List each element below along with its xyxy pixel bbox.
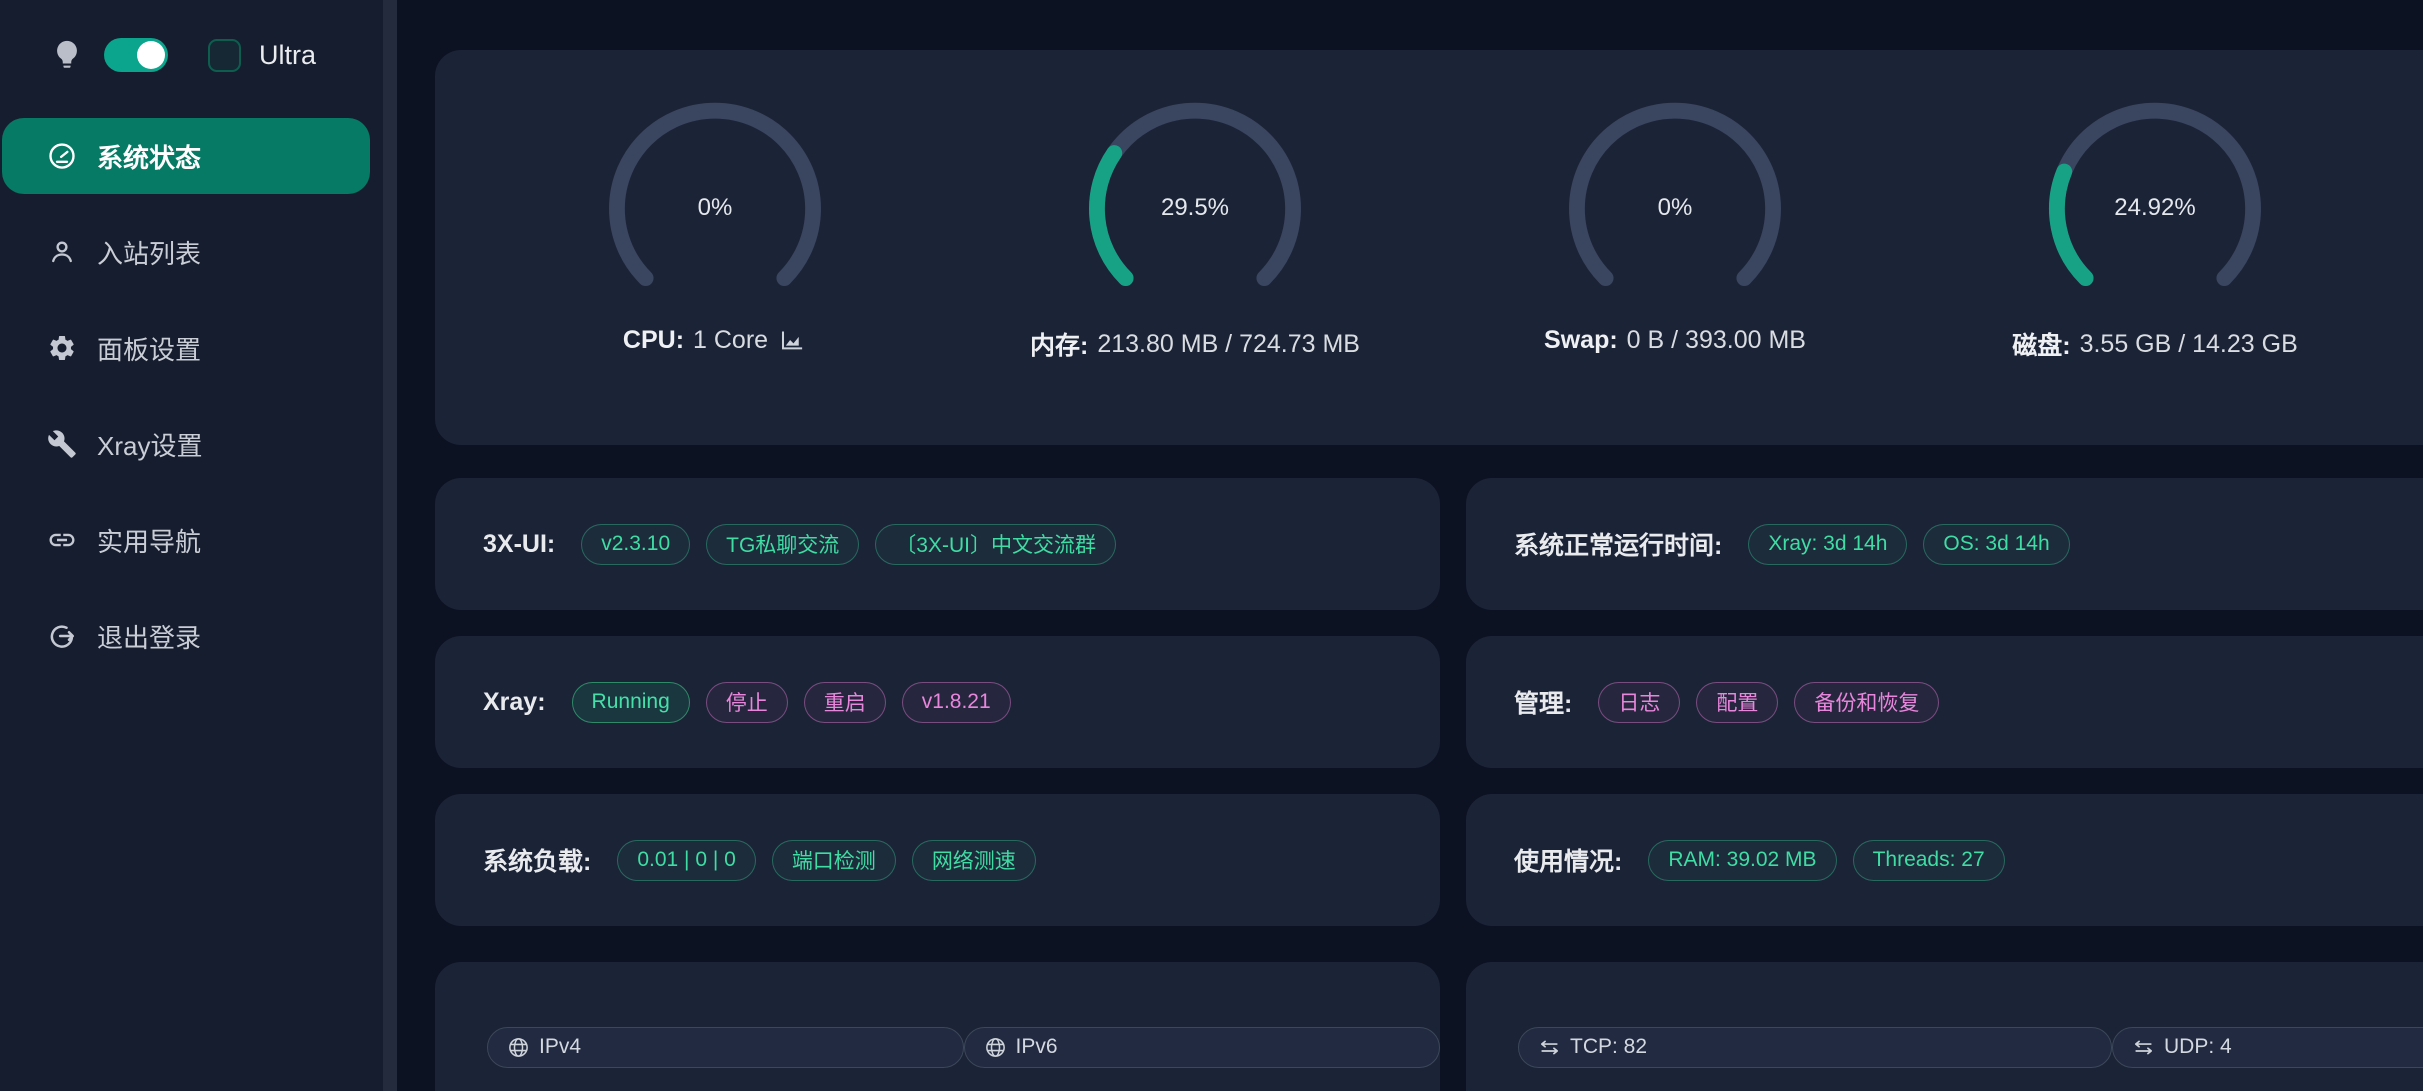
speedtest-button[interactable]: 网络测速: [911, 839, 1036, 881]
usage-label: 使用情况:: [1514, 848, 1623, 876]
sidebar-item-label: 面板设置: [97, 334, 202, 365]
sidebar: Ultra 系统状态 入站列表 面板设置: [0, 0, 383, 1091]
link-icon: [49, 533, 75, 547]
sidebar-item-system-status[interactable]: 系统状态: [2, 118, 370, 194]
system-load-card: 系统负载: 0.01 | 0 | 0 端口检测 网络测速: [435, 794, 1440, 926]
sidebar-item-xray-settings[interactable]: Xray设置: [2, 406, 370, 482]
sidebar-item-label: Xray设置: [97, 430, 203, 461]
xray-card: Xray: Running 停止 重启 v1.8.21: [435, 636, 1440, 768]
sidebar-item-label: 入站列表: [97, 238, 202, 269]
os-uptime-badge: OS: 3d 14h: [1923, 523, 2070, 565]
logout-icon: [50, 625, 74, 648]
disk-label: 磁盘: 3.55 GB / 14.23 GB: [2012, 329, 2298, 361]
gauge-cpu: 0% CPU: 1 Core: [475, 98, 955, 445]
backup-restore-button[interactable]: 备份和恢复: [1794, 681, 1940, 723]
xray-uptime-badge: Xray: 3d 14h: [1748, 523, 1908, 565]
xray-status-badge: Running: [571, 681, 690, 723]
memory-label: 内存: 213.80 MB / 724.73 MB: [1030, 329, 1360, 361]
gauge-disk: 24.92% 磁盘: 3.55 GB / 14.23 GB: [1915, 98, 2395, 445]
globe-icon: [985, 1037, 1005, 1057]
xray-version-badge[interactable]: v1.8.21: [901, 681, 1011, 723]
disk-gauge: 24.92%: [2039, 98, 2271, 310]
toggle-knob: [137, 41, 165, 69]
sidebar-item-label: 退出登录: [97, 622, 202, 653]
xui-version-badge[interactable]: v2.3.10: [581, 523, 691, 565]
xui-info-card: 3X-UI: v2.3.10 TG私聊交流 〔3X-UI〕中文交流群: [435, 478, 1440, 610]
tcp-count-badge: TCP: 82: [1518, 1026, 2112, 1068]
cpu-gauge: 0%: [599, 98, 831, 310]
udp-count-badge: UDP: 4: [2112, 1026, 2423, 1068]
sidebar-edge-strip: [383, 0, 397, 1091]
ultra-label: Ultra: [259, 39, 317, 70]
cpu-history-chart-icon[interactable]: [777, 327, 807, 354]
sidebar-item-logout[interactable]: 退出登录: [2, 598, 370, 674]
sidebar-menu: 系统状态 入站列表 面板设置 Xray设置 实用导航: [0, 118, 383, 674]
wrench-icon: [48, 430, 76, 458]
theme-toggle[interactable]: [104, 38, 168, 72]
sidebar-item-label: 实用导航: [97, 526, 202, 557]
theme-row: Ultra: [50, 38, 383, 72]
gauge-memory: 29.5% 内存: 213.80 MB / 724.73 MB: [955, 98, 1435, 445]
tg-chat-badge[interactable]: TG私聊交流: [706, 523, 860, 565]
lightbulb-icon: [57, 40, 77, 68]
xui-label: 3X-UI:: [483, 529, 556, 558]
sidebar-item-label: 系统状态: [97, 142, 202, 173]
swap-percent: 0%: [1657, 194, 1693, 221]
cpu-percent: 0%: [697, 194, 733, 221]
xray-restart-button[interactable]: 重启: [803, 681, 886, 723]
cpu-label: CPU: 1 Core: [623, 326, 807, 355]
usage-card: 使用情况: RAM: 39.02 MB Threads: 27: [1466, 794, 2423, 926]
tg-group-badge[interactable]: 〔3X-UI〕中文交流群: [875, 523, 1116, 565]
load-label: 系统负载:: [483, 848, 592, 876]
load-values-badge: 0.01 | 0 | 0: [617, 839, 756, 881]
disk-percent: 24.92%: [2114, 194, 2196, 221]
user-icon: [52, 241, 72, 263]
swap-arrows-icon: [1540, 1040, 1559, 1054]
main-content: 0% CPU: 1 Core 29.5% 内存: 213.80 MB / 724…: [397, 0, 2423, 1091]
ip-card: IPv4 IPv6: [435, 962, 1440, 1091]
ultra-checkbox[interactable]: [208, 38, 241, 72]
uptime-card: 系统正常运行时间: Xray: 3d 14h OS: 3d 14h: [1466, 478, 2423, 610]
memory-percent: 29.5%: [1160, 194, 1230, 221]
xray-stop-button[interactable]: 停止: [705, 681, 788, 723]
dashboard-icon: [49, 143, 75, 169]
admin-card: 管理: 日志 配置 备份和恢复: [1466, 636, 2423, 768]
system-gauges-card: 0% CPU: 1 Core 29.5% 内存: 213.80 MB / 724…: [435, 50, 2423, 445]
globe-icon: [509, 1037, 528, 1057]
sidebar-item-inbounds[interactable]: 入站列表: [2, 214, 370, 290]
threads-badge: Threads: 27: [1852, 839, 2005, 881]
ram-usage-badge: RAM: 39.02 MB: [1648, 839, 1837, 881]
swap-arrows-icon: [2134, 1040, 2153, 1054]
port-check-button[interactable]: 端口检测: [771, 839, 896, 881]
gear-icon: [50, 336, 74, 360]
admin-label: 管理:: [1514, 690, 1573, 718]
connections-card: TCP: 82 UDP: 4: [1466, 962, 2423, 1091]
swap-label: Swap: 0 B / 393.00 MB: [1544, 326, 1806, 354]
uptime-label: 系统正常运行时间:: [1514, 532, 1723, 560]
sidebar-item-panel-settings[interactable]: 面板设置: [2, 310, 370, 386]
logs-button[interactable]: 日志: [1598, 681, 1681, 723]
config-button[interactable]: 配置: [1696, 681, 1779, 723]
gauge-swap: 0% Swap: 0 B / 393.00 MB: [1435, 98, 1915, 445]
sidebar-item-navigation[interactable]: 实用导航: [2, 502, 370, 578]
xray-label: Xray:: [483, 687, 546, 716]
memory-gauge: 29.5%: [1079, 98, 1311, 310]
ipv4-badge[interactable]: IPv4: [487, 1026, 964, 1068]
swap-gauge: 0%: [1559, 98, 1791, 310]
ipv6-badge[interactable]: IPv6: [963, 1026, 1440, 1068]
